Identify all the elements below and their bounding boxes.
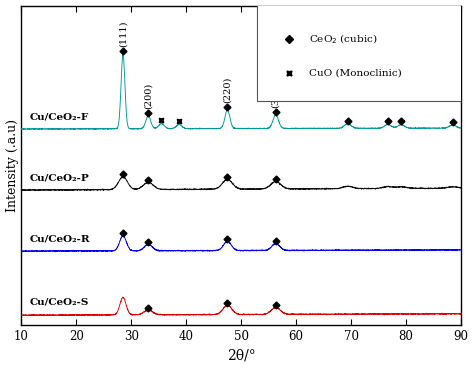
Text: CeO$_2$ (cubic): CeO$_2$ (cubic) bbox=[309, 32, 378, 46]
Text: (200): (200) bbox=[144, 82, 153, 109]
Text: Cu/CeO₂-P: Cu/CeO₂-P bbox=[29, 174, 89, 183]
Text: CuO (Monoclinic): CuO (Monoclinic) bbox=[309, 68, 402, 77]
X-axis label: 2θ/°: 2θ/° bbox=[227, 348, 255, 362]
Y-axis label: Intensity (.a.u): Intensity (.a.u) bbox=[6, 119, 18, 212]
Text: Cu/CeO₂-F: Cu/CeO₂-F bbox=[29, 113, 89, 122]
Text: (111): (111) bbox=[118, 21, 128, 47]
Text: Cu/CeO₂-S: Cu/CeO₂-S bbox=[29, 297, 89, 306]
Text: (310): (310) bbox=[271, 81, 280, 107]
Text: (220): (220) bbox=[223, 76, 232, 103]
Text: Cu/CeO₂-R: Cu/CeO₂-R bbox=[29, 235, 90, 244]
FancyBboxPatch shape bbox=[256, 4, 465, 102]
